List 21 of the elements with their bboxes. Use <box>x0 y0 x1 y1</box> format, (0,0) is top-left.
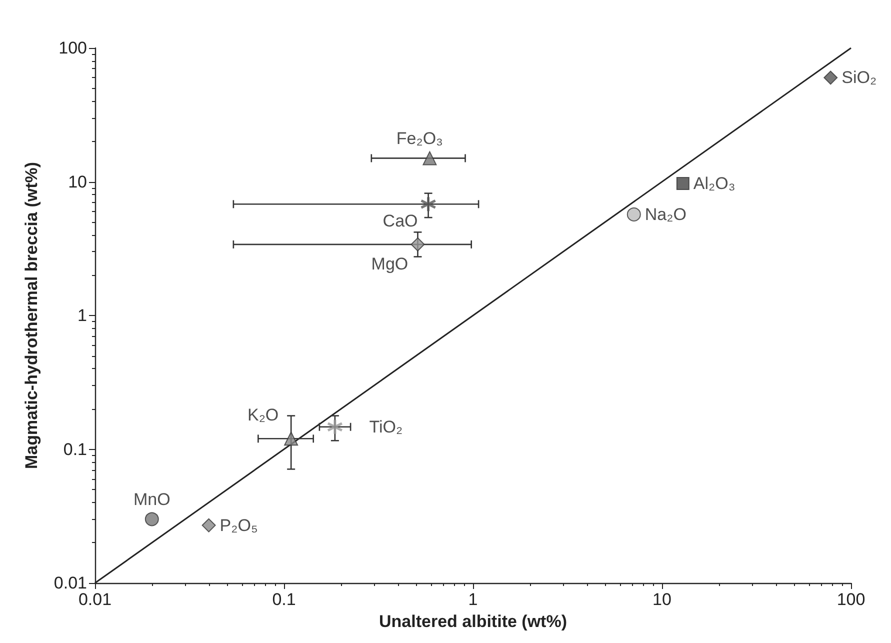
series-label: Al₂O₃ <box>693 174 736 194</box>
y-tick-label: 10 <box>68 172 87 192</box>
series-label: MgO <box>371 254 408 274</box>
series-label: P₂O₅ <box>220 516 258 535</box>
y-axis-title: Magmatic-hydrothermal breccia (wt%) <box>22 162 41 470</box>
x-tick-label: 0.1 <box>272 590 296 609</box>
series-label: Fe₂O₃ <box>396 129 443 148</box>
y-tick-label: 0.01 <box>54 574 87 592</box>
series-label: K₂O <box>247 406 279 425</box>
x-tick-label: 10 <box>652 590 672 609</box>
y-tick-label: 1 <box>78 306 87 325</box>
series-label: MnO <box>133 490 170 510</box>
x-tick-label: 1 <box>468 590 478 609</box>
series-label: TiO₂ <box>369 417 403 436</box>
series-label: CaO <box>382 211 418 230</box>
y-tick-label: 0.1 <box>63 440 87 459</box>
y-tick-label: 100 <box>58 38 87 58</box>
x-tick-label: 100 <box>836 590 866 609</box>
series-label: Na₂O <box>644 204 686 224</box>
x-axis-title: Unaltered albitite (wt%) <box>379 612 567 631</box>
series-label: SiO₂ <box>842 68 877 88</box>
